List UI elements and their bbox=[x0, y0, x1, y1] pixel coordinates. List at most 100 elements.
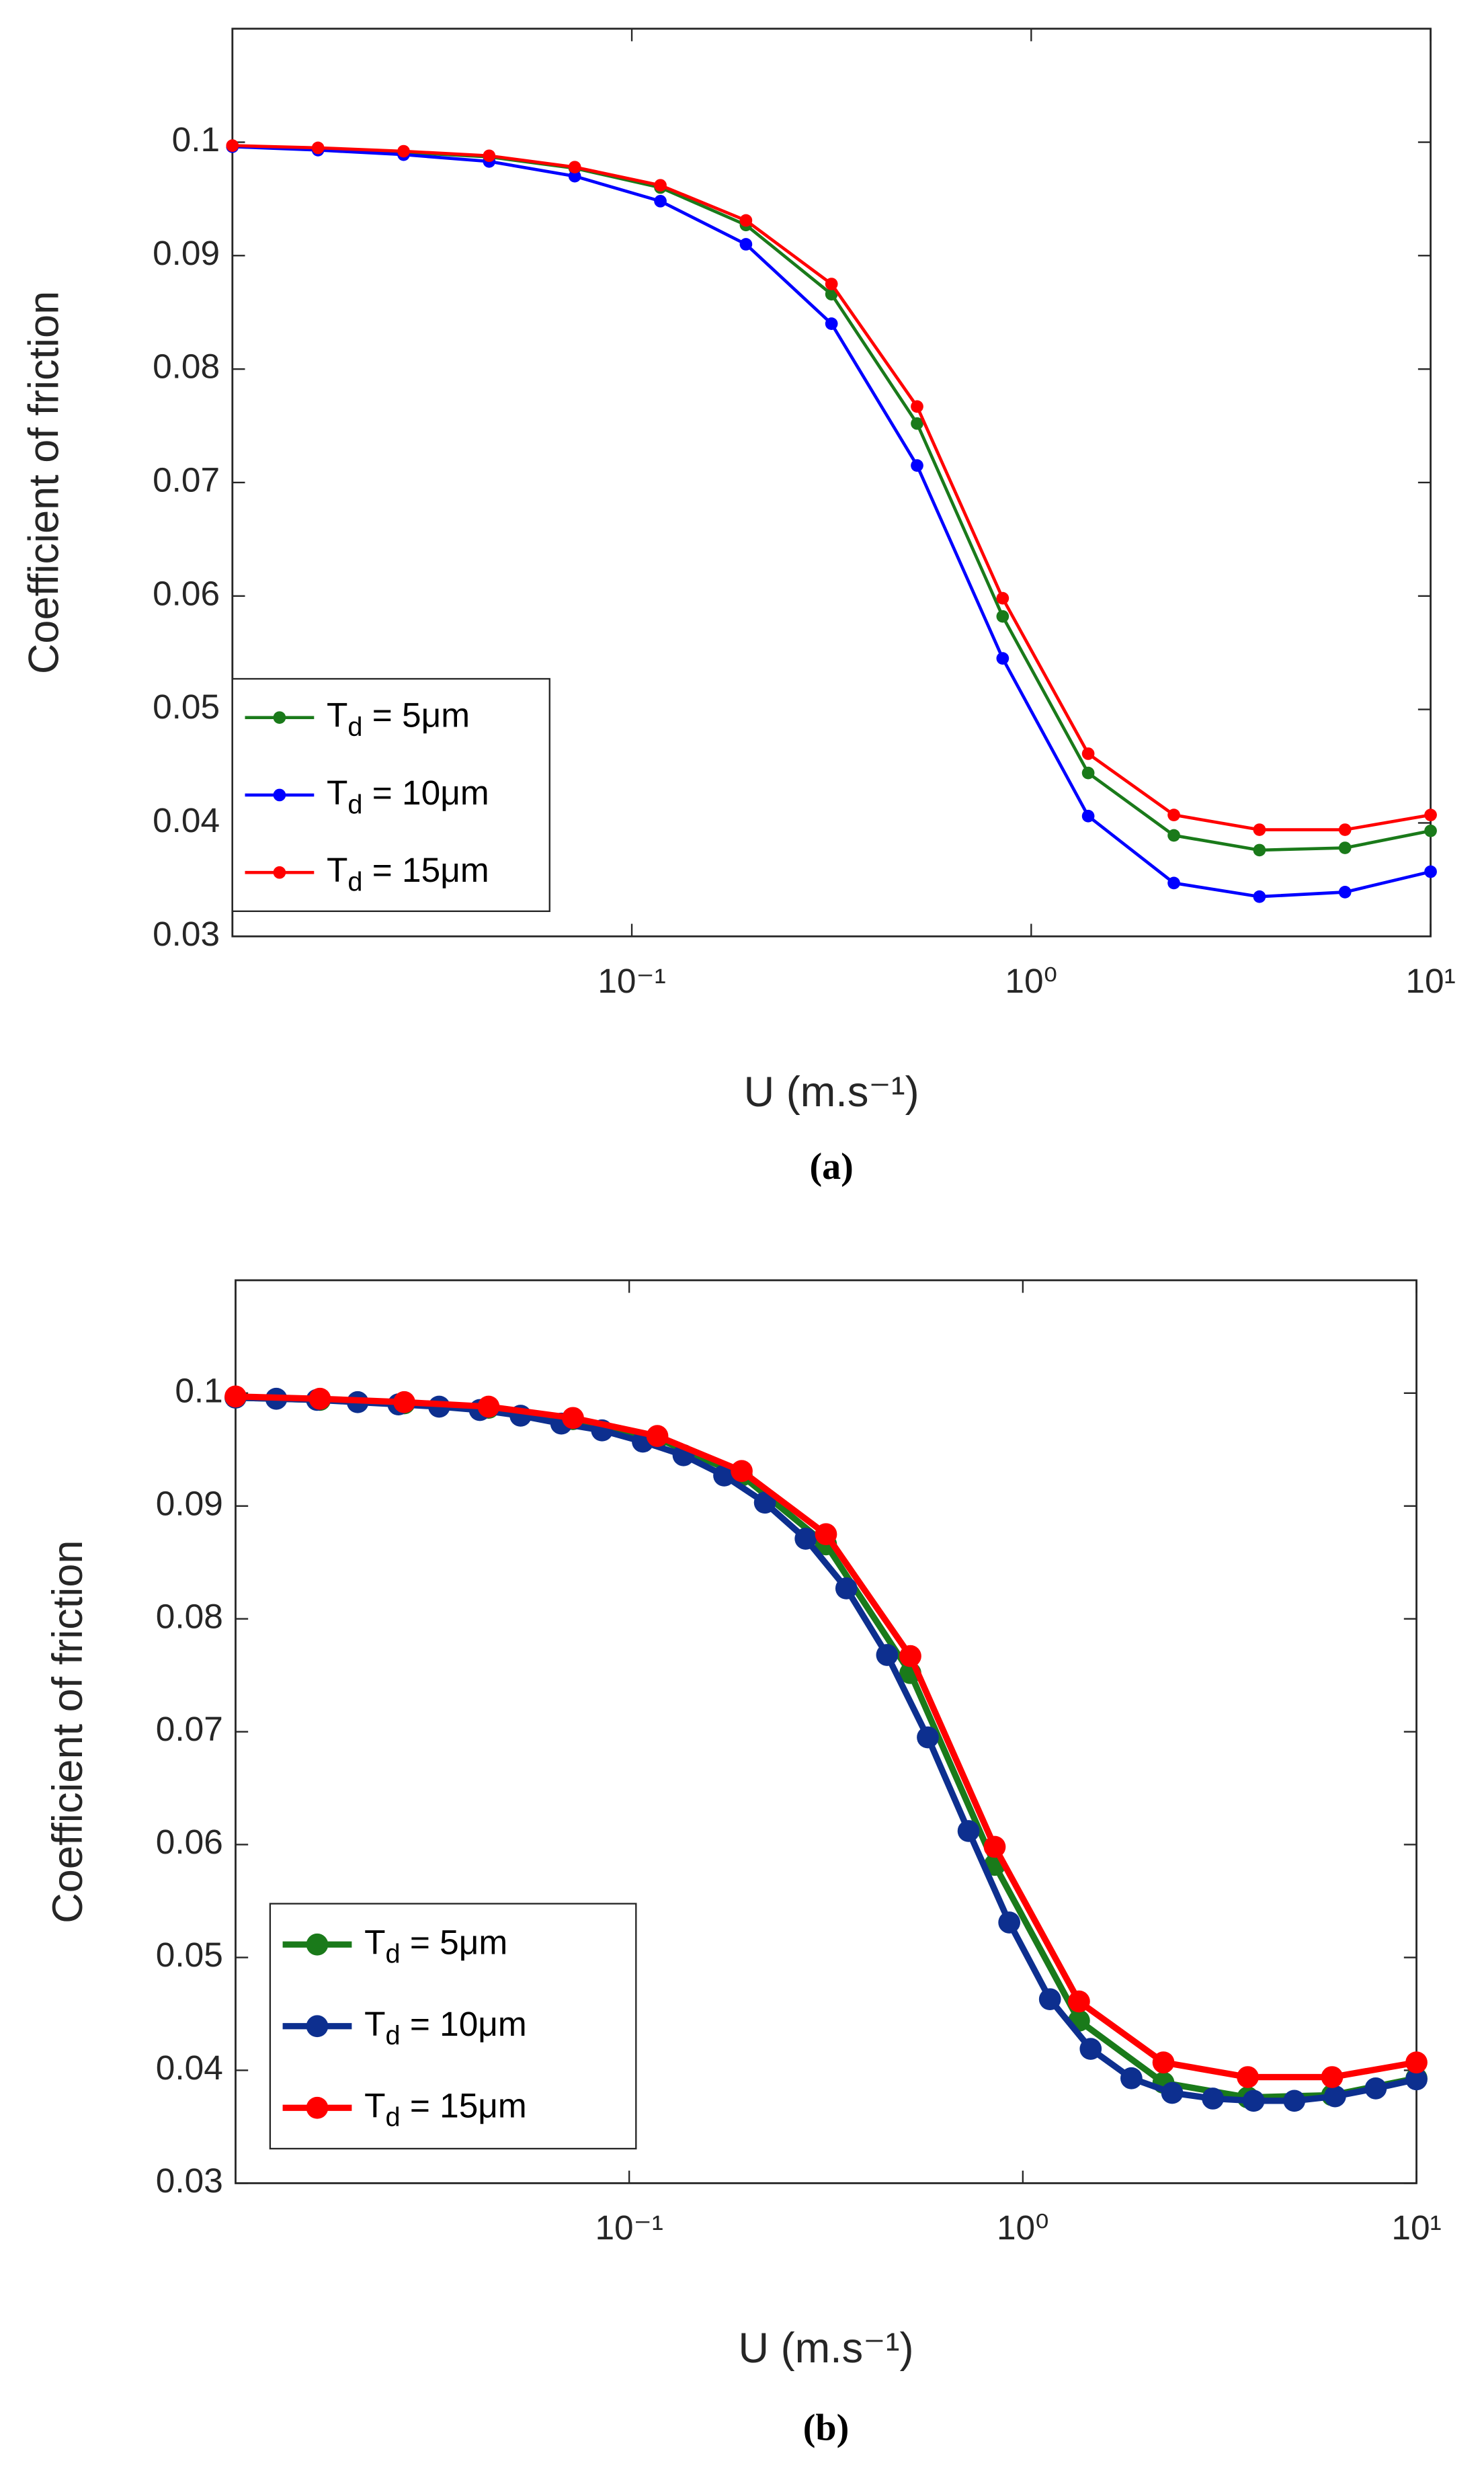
data-point bbox=[996, 610, 1009, 623]
x-tick-label: 10⁰ bbox=[997, 2208, 1049, 2247]
x-tick-label: 10¹ bbox=[1405, 961, 1455, 1000]
data-point bbox=[1338, 823, 1352, 836]
data-point bbox=[1202, 2087, 1224, 2110]
y-tick-label: 0.04 bbox=[153, 800, 220, 839]
data-point bbox=[917, 1726, 939, 1749]
legend-label: Td = 15μm bbox=[327, 850, 489, 897]
data-point bbox=[562, 1407, 584, 1430]
data-point bbox=[1253, 843, 1266, 857]
data-point bbox=[739, 238, 753, 251]
data-point bbox=[1253, 890, 1266, 903]
caption: (b) bbox=[803, 2407, 850, 2448]
y-tick-label: 0.05 bbox=[156, 1935, 223, 1974]
data-point bbox=[1161, 2081, 1184, 2104]
x-axis-label: U (m.s⁻¹) bbox=[744, 1069, 919, 1116]
legend-marker bbox=[306, 2015, 329, 2038]
y-tick-label: 0.06 bbox=[153, 573, 220, 612]
data-point bbox=[1364, 2077, 1387, 2100]
data-point bbox=[998, 1911, 1021, 1934]
data-point bbox=[825, 278, 838, 290]
data-point bbox=[983, 1835, 1006, 1858]
data-point bbox=[815, 1523, 837, 1546]
data-point bbox=[957, 1820, 980, 1842]
y-axis-label: Coefficient of friction bbox=[21, 291, 68, 674]
data-point bbox=[1338, 841, 1352, 854]
legend-marker bbox=[306, 1933, 329, 1956]
data-point bbox=[899, 1645, 921, 1667]
x-tick-label: 10⁻¹ bbox=[595, 2208, 663, 2247]
data-point bbox=[911, 400, 923, 413]
caption: (a) bbox=[809, 1146, 853, 1188]
y-tick-label: 0.08 bbox=[156, 1596, 223, 1635]
data-point bbox=[996, 652, 1009, 665]
data-point bbox=[1253, 823, 1266, 836]
data-point bbox=[1338, 886, 1352, 899]
data-point bbox=[753, 1491, 776, 1514]
data-point bbox=[568, 169, 581, 183]
y-tick-label: 0.09 bbox=[153, 233, 220, 272]
y-tick-label: 0.06 bbox=[156, 1822, 223, 1861]
data-point bbox=[794, 1528, 817, 1550]
data-point bbox=[1405, 2051, 1428, 2074]
data-point bbox=[996, 591, 1009, 605]
data-point bbox=[1424, 865, 1437, 878]
data-point bbox=[835, 1577, 858, 1600]
data-point bbox=[477, 1395, 500, 1418]
data-point bbox=[1081, 747, 1095, 760]
data-point bbox=[1237, 2066, 1259, 2088]
data-point bbox=[1405, 2068, 1428, 2091]
y-tick-label: 0.03 bbox=[156, 2161, 223, 2200]
data-point bbox=[1283, 2090, 1306, 2112]
data-point bbox=[731, 1460, 753, 1483]
data-point bbox=[224, 1385, 247, 1408]
data-point bbox=[1068, 1990, 1090, 2013]
y-tick-label: 0.09 bbox=[156, 1483, 223, 1522]
data-point bbox=[1081, 809, 1095, 823]
y-tick-label: 0.07 bbox=[153, 460, 220, 499]
data-point bbox=[825, 317, 838, 330]
data-point bbox=[226, 139, 239, 152]
data-point bbox=[308, 1387, 331, 1410]
legend-marker bbox=[273, 866, 286, 879]
y-tick-label: 0.08 bbox=[153, 347, 220, 386]
data-point bbox=[646, 1425, 669, 1448]
y-tick-label: 0.07 bbox=[156, 1709, 223, 1748]
legend-label: Td = 15μm bbox=[364, 2085, 527, 2132]
data-point bbox=[311, 141, 325, 155]
data-point bbox=[1324, 2085, 1346, 2108]
x-axis-label: U (m.s⁻¹) bbox=[739, 2325, 914, 2372]
data-point bbox=[1321, 2066, 1344, 2088]
data-point bbox=[568, 161, 581, 174]
data-point bbox=[876, 1644, 899, 1666]
legend-label: Td = 10μm bbox=[327, 773, 489, 819]
legend-marker bbox=[273, 711, 286, 725]
x-tick-label: 10⁻¹ bbox=[597, 961, 665, 1000]
data-point bbox=[1167, 829, 1180, 842]
data-point bbox=[654, 194, 667, 208]
data-point bbox=[1120, 2067, 1143, 2090]
data-point bbox=[1081, 766, 1095, 780]
x-tick-label: 10⁰ bbox=[1005, 961, 1057, 1000]
data-point bbox=[397, 144, 410, 158]
data-point bbox=[654, 179, 667, 192]
data-point bbox=[1167, 876, 1180, 890]
legend-marker bbox=[273, 788, 286, 802]
data-point bbox=[739, 214, 753, 227]
data-point bbox=[911, 417, 923, 430]
data-point bbox=[713, 1464, 735, 1487]
y-tick-label: 0.04 bbox=[156, 2048, 223, 2087]
y-axis-label: Coefficient of friction bbox=[44, 1540, 91, 1923]
y-tick-label: 0.1 bbox=[175, 1370, 222, 1409]
legend-marker bbox=[306, 2096, 329, 2119]
y-tick-label: 0.03 bbox=[153, 914, 220, 953]
data-point bbox=[393, 1391, 415, 1413]
legend-label: Td = 5μm bbox=[327, 695, 470, 741]
data-point bbox=[1038, 1988, 1061, 2011]
legend-label: Td = 5μm bbox=[364, 1922, 507, 1969]
data-point bbox=[1079, 2038, 1102, 2060]
data-point bbox=[1152, 2051, 1175, 2074]
y-tick-label: 0.1 bbox=[172, 120, 220, 159]
legend-label: Td = 10μm bbox=[364, 2003, 527, 2050]
